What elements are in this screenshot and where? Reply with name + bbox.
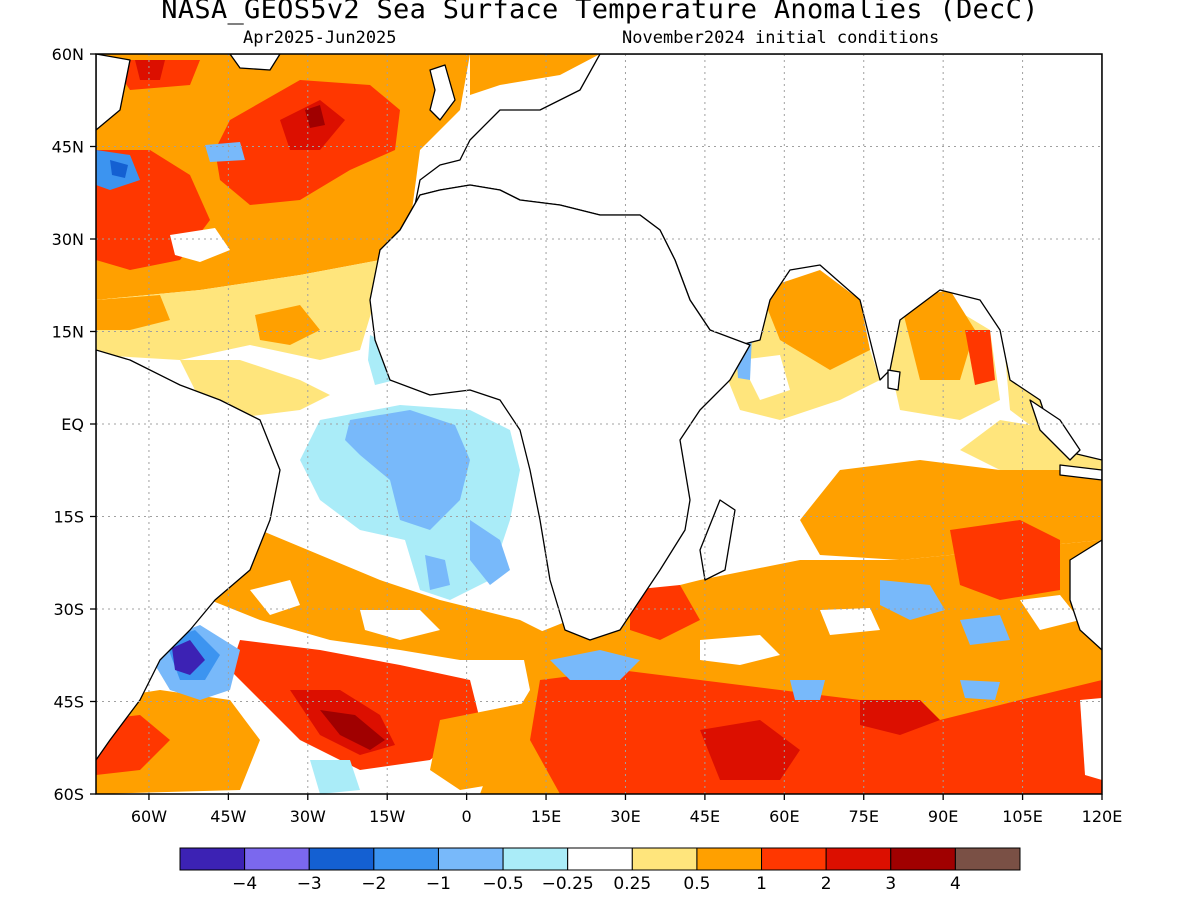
legend-label: 1 (756, 874, 767, 894)
lat-tick-label: 60S (53, 785, 84, 804)
legend-swatch (954, 847, 1021, 871)
java (1059, 464, 1102, 481)
sri-lanka (887, 369, 901, 391)
legend-label: −0.25 (542, 874, 594, 894)
lon-tick-label: 45W (210, 807, 246, 826)
latitude-labels: 60N 45N 30N 15N EQ 15S 30S 45S 60S (52, 45, 84, 804)
lat-tick-label: 45N (52, 138, 84, 157)
legend-swatch (890, 847, 956, 871)
initial-conditions: November2024 initial conditions (622, 28, 940, 48)
legend-label: −3 (297, 874, 322, 894)
legend-swatch (244, 847, 310, 871)
sumatra (1029, 399, 1081, 461)
axis-ticks (90, 53, 1103, 800)
lat-tick-label: 45S (53, 693, 84, 712)
legend-swatch (179, 847, 246, 871)
legend-label: −4 (232, 874, 257, 894)
lon-tick-label: 120E (1082, 807, 1123, 826)
greenland-landmass (229, 54, 281, 71)
lon-tick-label: 60E (769, 807, 799, 826)
legend-label: 3 (885, 874, 896, 894)
south-america-landmass (96, 349, 281, 761)
legend-swatch (631, 847, 698, 871)
legend-label: −0.5 (482, 874, 523, 894)
legend-swatch (308, 847, 375, 871)
legend-swatch (761, 847, 827, 871)
lat-tick-label: 60N (52, 45, 84, 64)
lon-tick-label: 45E (690, 807, 720, 826)
lat-tick-label: 15N (52, 323, 84, 342)
legend-swatch (567, 847, 633, 871)
lat-tick-label: 30N (52, 230, 84, 249)
legend-swatch (502, 847, 569, 871)
lat-tick-label: EQ (61, 415, 84, 434)
madagascar (699, 499, 736, 581)
legend-label: 4 (950, 874, 961, 894)
legend-label: 2 (821, 874, 832, 894)
forecast-period: Apr2025-Jun2025 (243, 28, 397, 48)
lon-tick-label: 90E (928, 807, 958, 826)
lon-tick-label: 60W (131, 807, 167, 826)
longitude-labels: 60W 45W 30W 15W 0 15E 30E 45E 60E 75E 90E 105E 120E (131, 807, 1122, 826)
legend-label: −2 (361, 874, 386, 894)
legend-label: −1 (426, 874, 451, 894)
lat-tick-label: 30S (53, 600, 84, 619)
africa-landmass (369, 184, 751, 641)
land-masses (96, 54, 1102, 761)
legend-swatch (825, 847, 892, 871)
color-legend: −4 −3 −2 −1 −0.5 −0.25 0.25 0.5 1 2 3 4 (179, 847, 1021, 894)
legend-label: 0.25 (613, 874, 651, 894)
australia-landmass (1069, 539, 1102, 651)
legend-label: 0.5 (683, 874, 710, 894)
legend-swatch (373, 847, 439, 871)
north-america-landmass (96, 54, 131, 131)
chart-title: NASA_GEOS5v2 Sea Surface Temperature Ano… (161, 0, 1039, 25)
lon-tick-label: 75E (849, 807, 879, 826)
legend-swatch (437, 847, 504, 871)
legend-swatch (696, 847, 763, 871)
lon-tick-label: 15E (531, 807, 561, 826)
british-isles (429, 64, 456, 121)
lon-tick-label: 15W (369, 807, 405, 826)
lon-tick-label: 0 (462, 807, 472, 826)
lat-tick-label: 15S (53, 508, 84, 527)
lon-tick-label: 30W (290, 807, 326, 826)
lon-tick-label: 30E (610, 807, 640, 826)
lon-tick-label: 105E (1002, 807, 1043, 826)
